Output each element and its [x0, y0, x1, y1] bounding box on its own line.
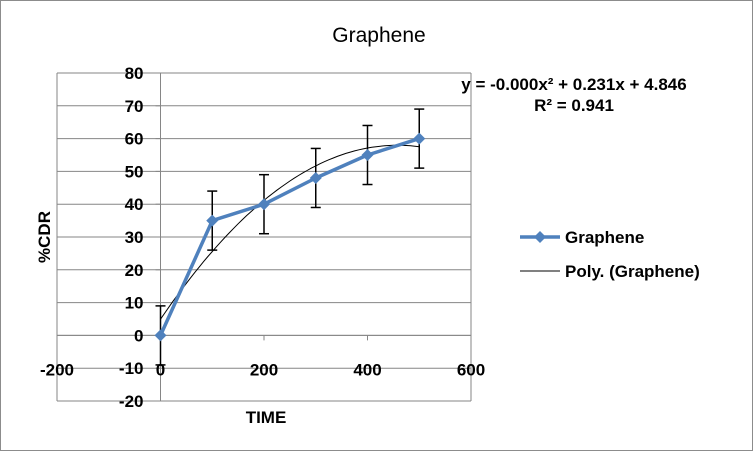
- chart-title: Graphene: [332, 24, 425, 47]
- data-point: [413, 132, 426, 145]
- y-tick-label: 80: [125, 64, 144, 83]
- gridlines: [57, 72, 471, 402]
- data-point: [206, 214, 219, 227]
- y-tick-label: 40: [125, 195, 144, 214]
- y-tick-label: 30: [125, 228, 144, 247]
- data-point: [258, 198, 270, 211]
- tick-labels: -20 -10 0 10 20 30 40 50 60 70 80 -200 0 200 400 600: [40, 64, 485, 411]
- trendline: [160, 144, 420, 320]
- y-tick-label: -20: [119, 392, 144, 411]
- y-tick-label: 50: [125, 162, 144, 181]
- data-point: [309, 171, 322, 184]
- y-tick-label: 70: [125, 97, 144, 116]
- y-tick-label: 60: [125, 130, 144, 149]
- x-tick-label: 200: [250, 360, 278, 379]
- x-tick-label: 400: [353, 360, 381, 379]
- trendline-r-squared: R² = 0.941: [534, 96, 614, 115]
- legend: Graphene Poly. (Graphene): [520, 228, 700, 281]
- trendline-path: [160, 144, 420, 320]
- legend-series-marker: [534, 231, 546, 243]
- series-line: [158, 136, 420, 337]
- data-point: [154, 329, 167, 342]
- y-tick-label: 0: [134, 326, 143, 345]
- series: [154, 108, 426, 366]
- y-tick-label: 10: [125, 294, 144, 313]
- x-tick-label: 600: [457, 360, 485, 379]
- legend-trendline-label: Poly. (Graphene): [565, 262, 700, 281]
- y-tick-label: -10: [119, 359, 144, 378]
- legend-series-label: Graphene: [565, 228, 644, 247]
- trendline-equation: y = -0.000x² + 0.231x + 4.846: [461, 75, 686, 94]
- y-tick-label: 20: [125, 261, 144, 280]
- x-tick-label: 0: [156, 360, 165, 379]
- y-axis-title: %CDR: [35, 211, 54, 263]
- x-tick-label: -200: [40, 360, 74, 379]
- data-point: [361, 149, 374, 161]
- x-axis-title: TIME: [246, 408, 287, 427]
